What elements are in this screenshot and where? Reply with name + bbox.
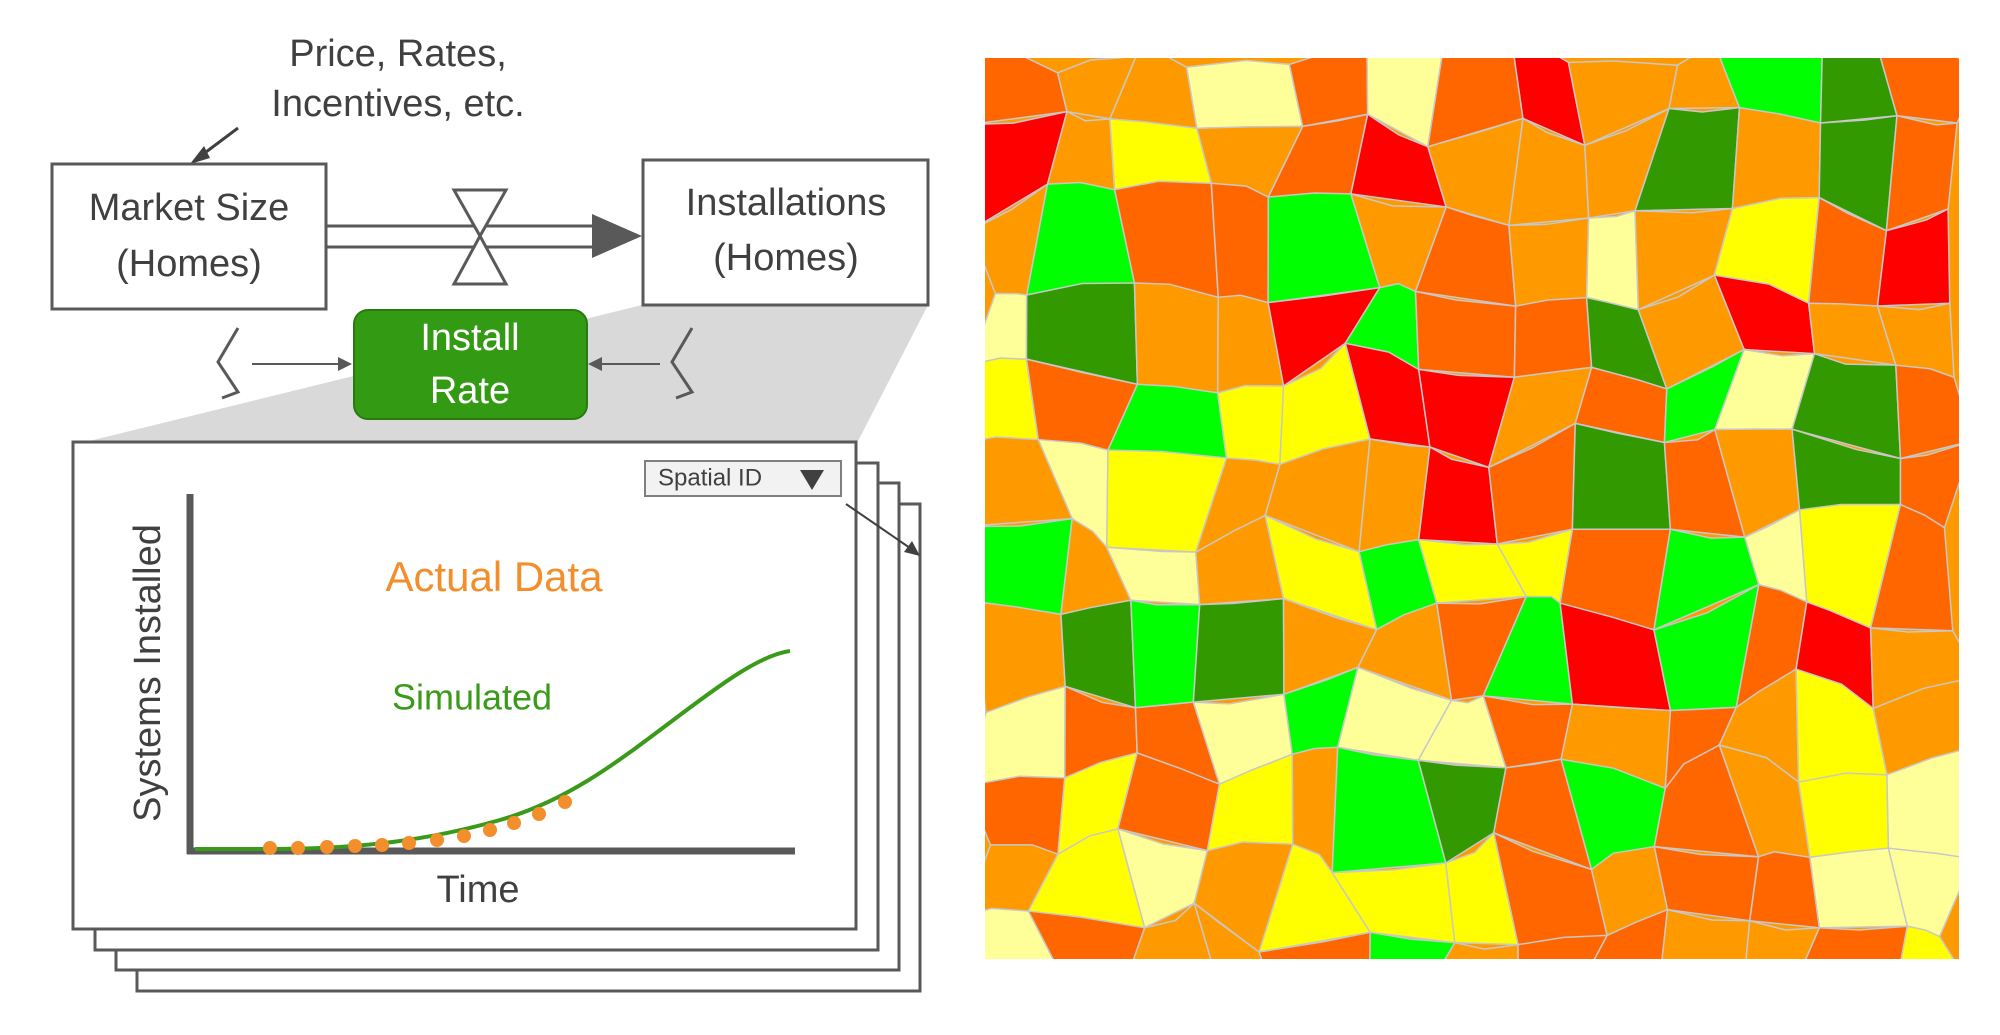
map-region xyxy=(1130,599,1201,709)
map-region xyxy=(1109,118,1213,191)
map-region xyxy=(1369,931,1457,959)
map-region xyxy=(1133,282,1219,394)
actual-dot xyxy=(348,839,362,853)
map-region xyxy=(985,685,1066,786)
map-region xyxy=(1513,296,1593,379)
dropdown-label: Spatial ID xyxy=(658,464,762,491)
map-region xyxy=(985,517,1074,616)
map-region xyxy=(1216,384,1285,466)
map-region xyxy=(1876,302,1955,379)
map-region xyxy=(1593,908,1669,959)
actual-dot xyxy=(430,833,444,847)
dropdown-arrow xyxy=(800,470,824,490)
info-arrow-head xyxy=(338,357,352,371)
map-region xyxy=(1192,597,1285,703)
price-note-line: Incentives, etc. xyxy=(271,83,524,125)
actual-dot xyxy=(507,816,521,830)
actual-dot xyxy=(483,823,497,837)
map-region xyxy=(985,292,1028,364)
actual-dot xyxy=(263,841,277,855)
actual-dot xyxy=(558,795,572,809)
map-region xyxy=(1900,925,1955,959)
stock-box xyxy=(50,162,328,311)
map-region xyxy=(1885,114,1958,232)
stock-label: Market Size xyxy=(89,187,290,229)
actual-dot xyxy=(320,840,334,854)
map-region xyxy=(1731,106,1822,210)
map-region xyxy=(1797,772,1890,859)
map-region xyxy=(1748,851,1821,929)
actual-dot xyxy=(402,836,416,850)
stock-label: Installations xyxy=(686,182,887,224)
map-region xyxy=(985,58,1068,124)
note-arrow-head xyxy=(190,146,210,164)
map-region xyxy=(1585,209,1640,311)
legend-actual: Actual Data xyxy=(385,553,603,600)
stock-label: (Homes) xyxy=(713,237,859,279)
map-region xyxy=(1819,58,1898,124)
actual-dot xyxy=(532,807,546,821)
info-arrow-head xyxy=(588,357,602,371)
map-region xyxy=(1872,679,1959,776)
stock-label: (Homes) xyxy=(116,243,262,285)
flow-box xyxy=(353,309,588,420)
legend-simulated: Simulated xyxy=(392,677,552,718)
flow-label: Rate xyxy=(430,370,510,412)
map-region xyxy=(1876,207,1951,307)
simulated-curve xyxy=(195,649,791,851)
pointer-arrow xyxy=(845,503,911,549)
cloud-source xyxy=(216,327,241,400)
map-region xyxy=(1661,908,1751,959)
map-region xyxy=(1899,444,1959,529)
pointer-arrow-head xyxy=(904,541,920,556)
map-region xyxy=(1869,503,1954,632)
map-region xyxy=(1414,290,1517,379)
actual-dot xyxy=(457,829,471,843)
map-region xyxy=(1288,58,1369,128)
price-note-line: Price, Rates, xyxy=(289,33,507,75)
map-region xyxy=(1895,364,1959,460)
map-region xyxy=(1517,934,1609,959)
stock-box xyxy=(641,158,930,307)
map-region xyxy=(1210,182,1270,304)
map-region xyxy=(1887,847,1959,938)
actual-dot xyxy=(375,838,389,852)
map xyxy=(985,58,1959,959)
map-region xyxy=(1192,901,1263,959)
map-region xyxy=(1444,941,1519,959)
map-region xyxy=(1886,749,1959,858)
map-region xyxy=(1879,58,1959,124)
map-region xyxy=(1508,217,1590,307)
actual-dot xyxy=(291,841,305,855)
map-region xyxy=(985,775,1066,856)
valve xyxy=(451,188,509,286)
map-region xyxy=(1258,931,1371,959)
x-axis-label: Time xyxy=(436,869,519,911)
y-axis-label: Systems Installed xyxy=(127,524,169,822)
map-region xyxy=(1805,925,1909,959)
flow-arrow-head xyxy=(592,214,642,258)
flow-label: Install xyxy=(420,317,519,359)
map-region xyxy=(1185,59,1304,129)
cloud-source xyxy=(670,327,695,400)
